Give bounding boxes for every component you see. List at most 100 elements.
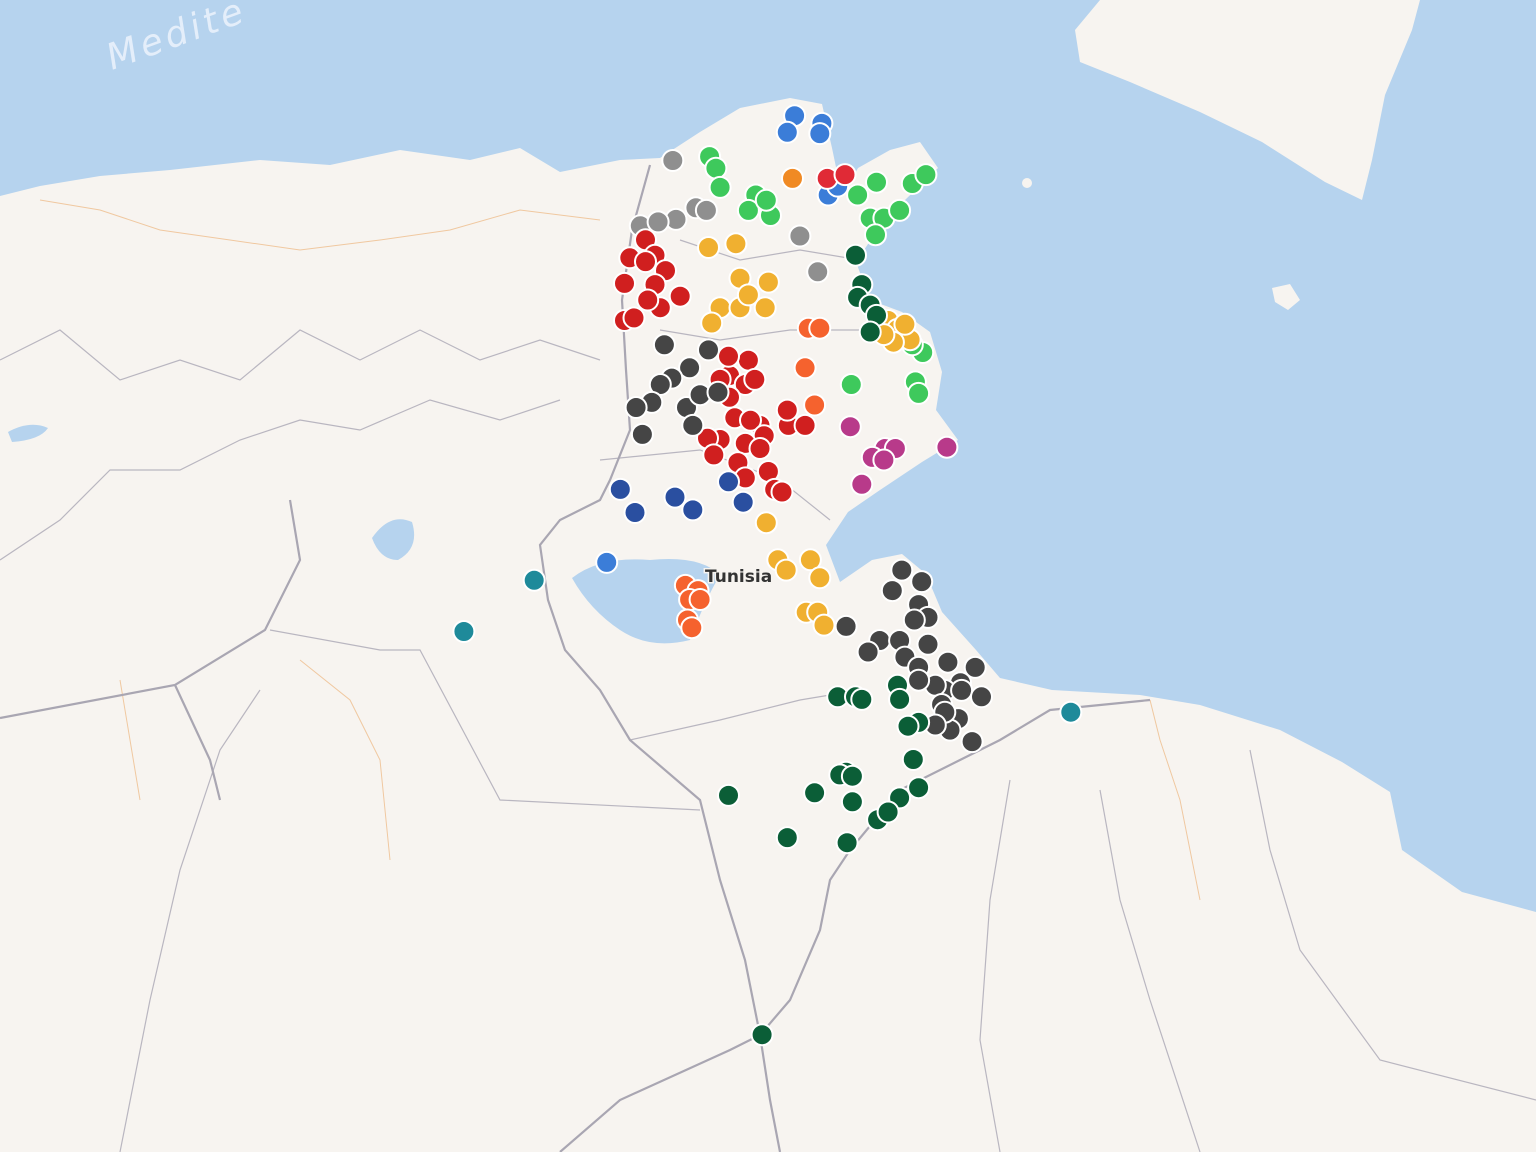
map-marker[interactable]: [678, 356, 702, 380]
map-marker[interactable]: [700, 311, 724, 335]
map-marker[interactable]: [770, 480, 794, 504]
map-marker[interactable]: [834, 614, 858, 638]
map-marker[interactable]: [613, 271, 636, 295]
map-marker[interactable]: [754, 511, 778, 535]
map-marker[interactable]: [623, 501, 647, 524]
map-marker[interactable]: [907, 381, 931, 405]
map-marker[interactable]: [697, 236, 720, 259]
map-marker[interactable]: [704, 156, 728, 180]
map-marker[interactable]: [856, 640, 880, 664]
map-marker[interactable]: [1059, 700, 1083, 724]
map-marker[interactable]: [888, 198, 912, 222]
map-marker[interactable]: [793, 356, 817, 380]
map-marker[interactable]: [652, 333, 676, 357]
map-marker[interactable]: [950, 678, 974, 702]
map-marker[interactable]: [646, 210, 670, 234]
map-marker[interactable]: [893, 312, 917, 336]
map-marker[interactable]: [840, 764, 864, 788]
map-marker[interactable]: [702, 443, 726, 467]
map-marker[interactable]: [833, 163, 857, 187]
map-marker[interactable]: [901, 748, 925, 771]
map-marker[interactable]: [775, 398, 799, 422]
map-marker[interactable]: [880, 579, 904, 603]
map-marker[interactable]: [858, 320, 882, 344]
map-marker[interactable]: [803, 393, 827, 417]
map-marker[interactable]: [630, 422, 654, 446]
map-marker[interactable]: [522, 568, 546, 592]
map-marker[interactable]: [839, 373, 863, 396]
map-marker[interactable]: [902, 608, 926, 632]
map-marker[interactable]: [661, 149, 685, 172]
map-marker[interactable]: [608, 477, 632, 501]
map-marker[interactable]: [963, 655, 987, 679]
map-marker[interactable]: [808, 566, 832, 590]
map-marker[interactable]: [706, 380, 730, 404]
map-marker[interactable]: [622, 306, 646, 330]
map-marker[interactable]: [739, 408, 762, 432]
map-marker[interactable]: [835, 831, 859, 855]
map-marker[interactable]: [688, 588, 712, 611]
map-marker[interactable]: [907, 668, 931, 692]
map-marker[interactable]: [808, 316, 832, 340]
map-marker[interactable]: [850, 687, 874, 711]
map-marker[interactable]: [668, 284, 692, 308]
map-marker[interactable]: [896, 714, 920, 738]
marker-layer[interactable]: [452, 104, 1083, 1047]
map-marker[interactable]: [890, 558, 914, 582]
map-marker[interactable]: [960, 730, 984, 754]
map-marker[interactable]: [750, 1023, 774, 1047]
map-marker[interactable]: [736, 348, 760, 372]
map-marker[interactable]: [748, 437, 772, 460]
map-marker[interactable]: [803, 781, 827, 805]
map-marker[interactable]: [812, 613, 836, 637]
map-marker[interactable]: [781, 166, 804, 190]
map-marker[interactable]: [798, 548, 822, 572]
map-marker[interactable]: [808, 122, 832, 146]
map-marker[interactable]: [907, 776, 931, 800]
map-marker[interactable]: [636, 288, 660, 312]
map-marker[interactable]: [754, 188, 778, 212]
map-marker[interactable]: [624, 396, 648, 419]
map-marker[interactable]: [681, 498, 705, 522]
map-marker[interactable]: [753, 296, 777, 320]
map-marker[interactable]: [634, 250, 657, 274]
map-marker[interactable]: [680, 616, 704, 640]
map-marker[interactable]: [694, 198, 718, 222]
map-marker[interactable]: [970, 685, 993, 709]
map-marker[interactable]: [717, 470, 740, 494]
map-marker[interactable]: [876, 800, 900, 824]
map-marker[interactable]: [936, 650, 960, 674]
map-marker[interactable]: [840, 790, 864, 814]
map-marker[interactable]: [935, 435, 959, 459]
map-marker[interactable]: [916, 632, 940, 656]
map-marker[interactable]: [872, 448, 896, 472]
map-marker[interactable]: [708, 175, 732, 199]
map-marker[interactable]: [595, 550, 619, 574]
map-marker[interactable]: [774, 558, 798, 582]
map-marker[interactable]: [756, 270, 780, 294]
map-marker[interactable]: [850, 472, 874, 496]
map-marker[interactable]: [663, 485, 687, 509]
map-marker[interactable]: [717, 344, 740, 368]
map-marker[interactable]: [806, 260, 830, 284]
map-marker[interactable]: [865, 170, 888, 194]
map-marker[interactable]: [724, 232, 748, 256]
map-marker[interactable]: [743, 367, 767, 391]
map-marker[interactable]: [846, 183, 870, 207]
map-marker[interactable]: [793, 413, 817, 437]
map-marker[interactable]: [864, 223, 887, 247]
map-marker[interactable]: [838, 415, 862, 439]
map-marker[interactable]: [697, 338, 720, 362]
map-marker[interactable]: [844, 243, 867, 267]
map-marker[interactable]: [452, 620, 476, 643]
map-marker[interactable]: [910, 570, 934, 594]
map-marker[interactable]: [888, 687, 912, 711]
map-marker[interactable]: [914, 163, 938, 187]
map-marker[interactable]: [731, 490, 755, 514]
map-marker[interactable]: [788, 224, 812, 248]
map-marker[interactable]: [775, 120, 799, 144]
map-marker[interactable]: [736, 283, 760, 307]
map-marker[interactable]: [775, 826, 799, 850]
map-marker[interactable]: [681, 413, 705, 437]
